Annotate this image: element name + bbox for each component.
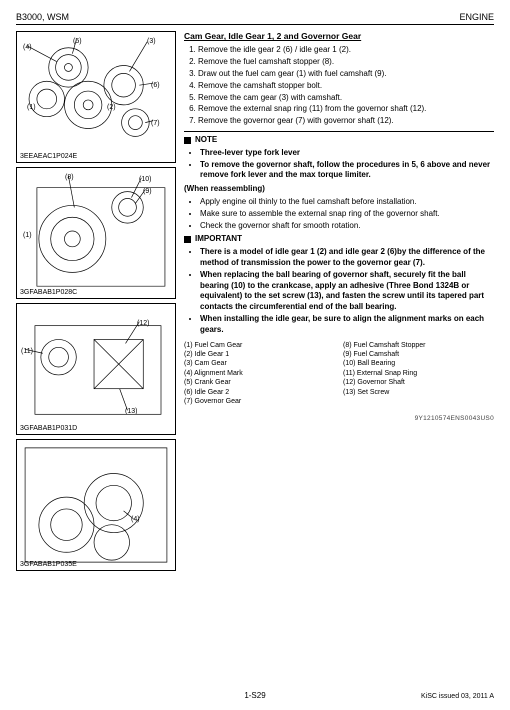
important-label: IMPORTANT: [195, 234, 242, 245]
figure-code: 3GFABAB1P031D: [20, 425, 77, 432]
callout: (4): [131, 516, 140, 523]
callout: (12): [137, 320, 149, 327]
callout: (13): [125, 408, 137, 415]
issued-note: KiSC issued 03, 2011 A: [421, 693, 494, 700]
reassemble-item: Make sure to assemble the external snap …: [200, 209, 494, 220]
part-item: (12) Governor Shaft: [343, 378, 494, 387]
page-header: B3000, WSM ENGINE: [16, 12, 494, 25]
step: Remove the fuel camshaft stopper (8).: [198, 57, 494, 68]
content: 3EEAEAC1P024E (1) (2) (3) (4) (5) (6) (7) 3GFA…: [16, 31, 494, 571]
important-heading: IMPORTANT: [184, 234, 494, 245]
parts-legend: (1) Fuel Cam Gear(2) Idle Gear 1(3) Cam …: [184, 341, 494, 407]
note-list: Three-lever type fork leverTo remove the…: [184, 148, 494, 181]
document-id: 9Y1210574ENS0043US0: [184, 415, 494, 424]
figure-code: 3GFABAB1P035E: [20, 561, 77, 568]
step: Remove the idle gear 2 (6) / idle gear 1…: [198, 45, 494, 56]
part-item: (5) Crank Gear: [184, 378, 335, 387]
header-left: B3000, WSM: [16, 12, 69, 22]
callout: (10): [139, 176, 151, 183]
figure-1: 3EEAEAC1P024E (1) (2) (3) (4) (5) (6) (7): [16, 31, 176, 163]
callout: (1): [27, 104, 36, 111]
callout: (3): [147, 38, 156, 45]
header-right: ENGINE: [459, 12, 494, 22]
text-column: Cam Gear, Idle Gear 1, 2 and Governor Ge…: [184, 31, 494, 571]
important-item: When installing the idle gear, be sure t…: [200, 314, 494, 336]
figure-3: 3GFABAB1P031D (11) (12) (13): [16, 303, 176, 435]
divider: [184, 131, 494, 132]
reassemble-item: Apply engine oil thinly to the fuel cams…: [200, 197, 494, 208]
callout: (5): [73, 38, 82, 45]
part-item: (1) Fuel Cam Gear: [184, 341, 335, 350]
part-item: (6) Idle Gear 2: [184, 388, 335, 397]
step: Remove the governor gear (7) with govern…: [198, 116, 494, 127]
part-item: (7) Governor Gear: [184, 397, 335, 406]
procedure-steps: Remove the idle gear 2 (6) / idle gear 1…: [184, 45, 494, 127]
step: Draw out the fuel cam gear (1) with fuel…: [198, 69, 494, 80]
step: Remove the external snap ring (11) from …: [198, 104, 494, 115]
important-list: There is a model of idle gear 1 (2) and …: [184, 247, 494, 335]
part-item: (11) External Snap Ring: [343, 369, 494, 378]
part-item: (4) Alignment Mark: [184, 369, 335, 378]
callout: (7): [151, 120, 160, 127]
figure-code: 3EEAEAC1P024E: [20, 153, 77, 160]
reassemble-list: Apply engine oil thinly to the fuel cams…: [184, 197, 494, 231]
important-item: When replacing the ball bearing of gover…: [200, 270, 494, 313]
callout: (9): [143, 188, 152, 195]
figure-code: 3GFABAB1P028C: [20, 289, 77, 296]
square-icon: [184, 236, 191, 243]
note-heading: NOTE: [184, 135, 494, 146]
callout: (2): [107, 104, 116, 111]
part-item: (3) Cam Gear: [184, 359, 335, 368]
part-item: (13) Set Screw: [343, 388, 494, 397]
figures-column: 3EEAEAC1P024E (1) (2) (3) (4) (5) (6) (7) 3GFA…: [16, 31, 176, 571]
callout: (11): [21, 348, 33, 355]
reassemble-item: Check the governor shaft for smooth rota…: [200, 221, 494, 232]
reassemble-heading: (When reassembling): [184, 184, 494, 195]
section-title: Cam Gear, Idle Gear 1, 2 and Governor Ge…: [184, 31, 494, 42]
note-item: To remove the governor shaft, follow the…: [200, 160, 494, 182]
part-item: (2) Idle Gear 1: [184, 350, 335, 359]
important-item: There is a model of idle gear 1 (2) and …: [200, 247, 494, 269]
callout: (6): [151, 82, 160, 89]
part-item: (8) Fuel Camshaft Stopper: [343, 341, 494, 350]
figure-2: 3GFABAB1P028C (1) (8) (9) (10): [16, 167, 176, 299]
figure-4: 3GFABAB1P035E (4): [16, 439, 176, 571]
step: Remove the cam gear (3) with camshaft.: [198, 93, 494, 104]
part-item: (9) Fuel Camshaft: [343, 350, 494, 359]
callout: (1): [23, 232, 32, 239]
note-label: NOTE: [195, 135, 217, 146]
callout: (8): [65, 174, 74, 181]
part-item: (10) Ball Bearing: [343, 359, 494, 368]
callout: (4): [23, 44, 32, 51]
step: Remove the camshaft stopper bolt.: [198, 81, 494, 92]
note-item: Three-lever type fork lever: [200, 148, 494, 159]
square-icon: [184, 137, 191, 144]
